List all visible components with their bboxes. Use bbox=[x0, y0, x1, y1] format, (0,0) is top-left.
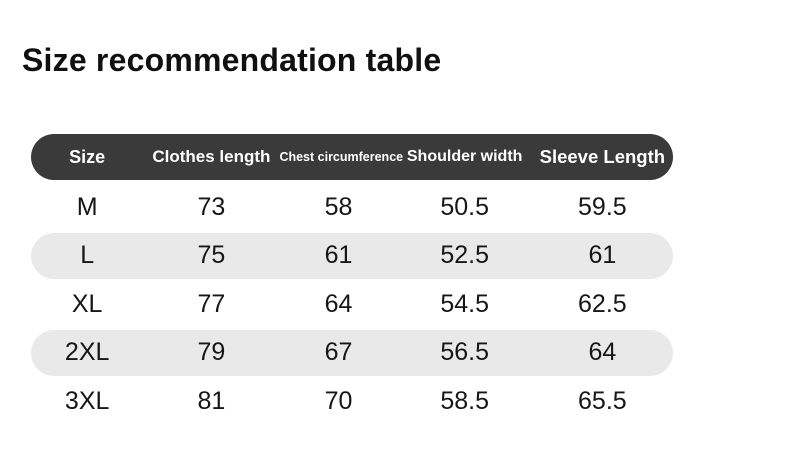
table-row-3xl: 3XL 81 70 58.5 65.5 bbox=[31, 378, 673, 424]
sleeve-length-cell: 64 bbox=[588, 338, 617, 366]
column-header-size: Size bbox=[69, 146, 106, 167]
size-cell: 2XL bbox=[64, 338, 110, 366]
size-cell: M bbox=[76, 192, 98, 221]
table-row-xl: XL 77 64 54.5 62.5 bbox=[31, 281, 673, 327]
column-header-clothes-length: Clothes length bbox=[152, 147, 271, 166]
page-title: Size recommendation table bbox=[22, 42, 442, 78]
size-cell: 3XL bbox=[64, 386, 110, 415]
clothes-length-cell: 79 bbox=[197, 338, 226, 366]
chest-circumference-cell: 70 bbox=[324, 386, 353, 415]
size-cell: XL bbox=[71, 289, 103, 318]
sleeve-length-cell: 61 bbox=[588, 241, 617, 269]
clothes-length-cell: 73 bbox=[197, 192, 226, 221]
clothes-length-cell: 77 bbox=[197, 289, 226, 318]
sleeve-length-cell: 62.5 bbox=[578, 289, 627, 318]
chest-circumference-cell: 67 bbox=[324, 338, 353, 366]
table-row-m: M 73 58 50.5 59.5 bbox=[31, 184, 673, 230]
shoulder-width-cell: 50.5 bbox=[440, 192, 489, 221]
table-header-row: Size Clothes length Chest circumference … bbox=[31, 134, 673, 180]
shoulder-width-cell: 54.5 bbox=[440, 289, 489, 318]
column-header-shoulder-width: Shoulder width bbox=[406, 148, 523, 165]
clothes-length-cell: 75 bbox=[197, 241, 226, 269]
shoulder-width-cell: 52.5 bbox=[440, 241, 489, 269]
size-cell: L bbox=[80, 241, 95, 269]
shoulder-width-cell: 58.5 bbox=[440, 386, 489, 415]
column-header-chest-circumference: Chest circumference bbox=[279, 150, 404, 164]
sleeve-length-cell: 59.5 bbox=[578, 192, 627, 221]
size-table: Size Clothes length Chest circumference … bbox=[31, 134, 673, 427]
table-row-2xl: 2XL 79 67 56.5 64 bbox=[31, 329, 673, 376]
shoulder-width-cell: 56.5 bbox=[440, 338, 489, 366]
sleeve-length-cell: 65.5 bbox=[578, 386, 627, 415]
clothes-length-cell: 81 bbox=[197, 386, 226, 415]
table-row-l: L 75 61 52.5 61 bbox=[31, 232, 673, 279]
chest-circumference-cell: 61 bbox=[324, 241, 353, 269]
chest-circumference-cell: 58 bbox=[324, 192, 353, 221]
chest-circumference-cell: 64 bbox=[324, 289, 353, 318]
column-header-sleeve-length: Sleeve Length bbox=[539, 146, 666, 167]
